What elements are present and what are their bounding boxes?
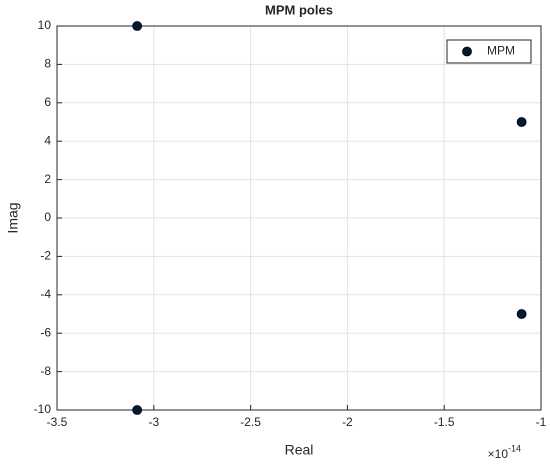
x-exponent-power: -14 — [508, 443, 521, 453]
y-axis-label: Imag — [5, 202, 21, 233]
chart-title: MPM poles — [265, 2, 333, 17]
point — [516, 309, 527, 319]
y-tick-label: 10 — [38, 18, 52, 32]
point — [516, 117, 527, 127]
point — [132, 405, 143, 415]
x-tick-label: -2 — [342, 415, 353, 429]
y-tick-label: 2 — [44, 172, 51, 186]
legend-marker — [462, 46, 472, 57]
y-tick-label: -10 — [34, 402, 52, 416]
legend-label: MPM — [487, 44, 515, 58]
x-axis-label: Real — [285, 442, 314, 458]
x-tick-label: -3.5 — [47, 415, 68, 429]
x-tick-label: -1.5 — [434, 415, 455, 429]
x-tick-label: -2.5 — [240, 415, 261, 429]
point — [132, 21, 143, 31]
x-tick-label: -3 — [148, 415, 159, 429]
x-exponent-base: ×10 — [488, 447, 509, 461]
y-tick-label: 0 — [44, 210, 51, 224]
y-tick-label: -8 — [40, 364, 51, 378]
y-tick-label: 8 — [44, 57, 51, 71]
y-tick-label: -6 — [40, 325, 51, 339]
plot-frame — [56, 25, 542, 411]
x-tick-label: -1 — [536, 415, 547, 429]
y-tick-label: -2 — [40, 249, 51, 263]
legend-box — [446, 39, 532, 64]
y-tick-label: 6 — [44, 95, 51, 109]
y-tick-label: 4 — [44, 133, 51, 147]
y-tick-label: -4 — [40, 287, 51, 301]
